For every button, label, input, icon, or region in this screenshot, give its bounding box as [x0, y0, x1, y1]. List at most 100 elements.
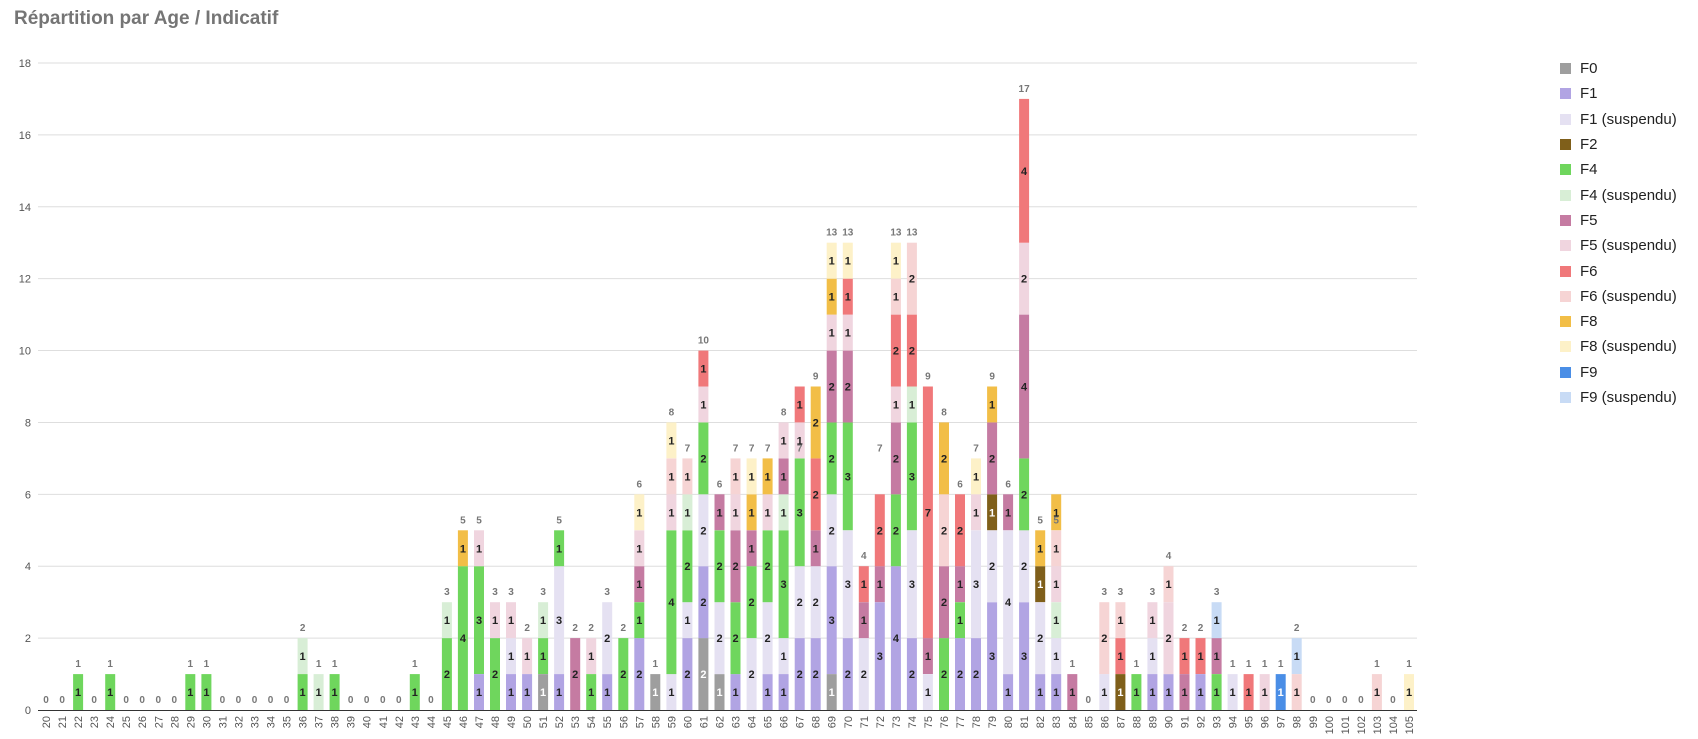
segment-value-label: 1 — [540, 615, 546, 627]
legend-label: F1 — [1580, 85, 1598, 103]
total-label: 9 — [989, 372, 995, 383]
segment-value-label: 4 — [668, 597, 675, 609]
segment-value-label: 1 — [300, 651, 306, 663]
x-tick-label: 40 — [362, 716, 374, 728]
bar-segment: F1: 2 — [794, 638, 805, 710]
x-tick-label: 43 — [410, 716, 422, 728]
total-label: 1 — [1406, 659, 1412, 670]
segment-value-label: 1 — [781, 687, 787, 699]
total-label: 13 — [842, 228, 854, 239]
bar-segment: F5: 2 — [730, 530, 741, 603]
x-tick-label: 41 — [378, 716, 390, 728]
segment-value-label: 1 — [412, 687, 418, 699]
total-label: 17 — [1019, 84, 1031, 95]
segment-value-label: 2 — [1021, 489, 1027, 501]
bar-segment: F1 (suspendu): 1 — [1051, 638, 1062, 674]
bar-segment: F4: 1 — [185, 674, 196, 710]
segment-value-label: 1 — [765, 507, 771, 519]
segment-value-label: 1 — [1149, 687, 1155, 699]
legend-swatch — [1560, 392, 1571, 403]
segment-value-label: 1 — [1214, 615, 1220, 627]
segment-value-label: 1 — [877, 579, 883, 591]
legend-item[interactable]: F8 — [1560, 309, 1677, 334]
bar-segment: F5 (suspendu): 1 — [522, 638, 533, 674]
segment-value-label: 1 — [668, 435, 674, 447]
bar-segment: F1: 2 — [682, 638, 693, 710]
x-tick-label: 31 — [217, 716, 229, 728]
total-label: 2 — [1294, 623, 1300, 634]
legend-item[interactable]: F6 (suspendu) — [1560, 284, 1677, 309]
legend-item[interactable]: F1 (suspendu) — [1560, 107, 1677, 132]
legend-swatch — [1560, 265, 1571, 277]
bar-segment: F5: 1 — [1003, 494, 1014, 531]
bar-segment: F9 (suspendu): 1 — [1291, 638, 1302, 674]
legend-item[interactable]: F9 — [1560, 360, 1677, 385]
bar-segment: F4: 2 — [441, 638, 452, 710]
legend-item[interactable]: F0 — [1560, 56, 1677, 81]
bar-segment: F0: 2 — [698, 638, 709, 710]
bar-segment: F6: 1 — [1195, 638, 1206, 674]
legend-item[interactable]: F5 (suspendu) — [1560, 233, 1677, 258]
segment-value-label: 1 — [1053, 543, 1059, 555]
legend-label: F0 — [1580, 60, 1598, 78]
bar-segment: F1: 2 — [634, 638, 645, 710]
bar-segment: F1 (suspendu): 1 — [506, 638, 516, 674]
total-label: 6 — [717, 479, 723, 490]
segment-value-label: 2 — [893, 346, 899, 358]
total-label: 3 — [604, 587, 610, 598]
bar-segment: F1 (suspendu): 2 — [810, 566, 821, 639]
total-label: 6 — [637, 479, 643, 490]
bar-segment: F4: 1 — [105, 674, 116, 710]
legend-item[interactable]: F2 — [1560, 132, 1677, 157]
x-tick-label: 97 — [1276, 716, 1288, 728]
segment-value-label: 2 — [893, 525, 899, 537]
segment-value-label: 1 — [1294, 651, 1300, 663]
bar-segment: F4 (suspendu): 1 — [778, 494, 789, 531]
segment-value-label: 1 — [508, 651, 514, 663]
total-label: 0 — [1086, 695, 1092, 706]
bar-segment: F6 (suspendu): 2 — [906, 242, 917, 315]
total-label: 9 — [925, 372, 931, 383]
legend-label: F1 (suspendu) — [1580, 110, 1677, 128]
x-tick-label: 99 — [1308, 716, 1320, 728]
segment-value-label: 1 — [556, 687, 562, 699]
segment-value-label: 1 — [107, 687, 113, 699]
legend-swatch — [1560, 240, 1571, 252]
bar-segment: F6: 1 — [1243, 674, 1254, 710]
legend-item[interactable]: F8 (suspendu) — [1560, 334, 1677, 359]
segment-value-label: 1 — [732, 507, 738, 519]
legend-swatch — [1560, 290, 1571, 302]
bar-segment: F6: 7 — [922, 386, 933, 639]
x-tick-label: 35 — [282, 716, 294, 728]
total-label: 13 — [826, 228, 838, 239]
bar-segment: F1: 1 — [474, 674, 484, 710]
legend-item[interactable]: F9 (suspendu) — [1560, 385, 1677, 410]
total-label: 2 — [1182, 623, 1188, 634]
x-tick-label: 94 — [1228, 716, 1240, 728]
segment-value-label: 1 — [845, 256, 851, 268]
bar-segment: F4: 1 — [1131, 674, 1142, 710]
bar-segment: F6: 1 — [858, 566, 869, 603]
segment-value-label: 1 — [1053, 687, 1059, 699]
segment-value-label: 2 — [989, 453, 995, 465]
total-label: 1 — [1246, 659, 1252, 670]
bar-segment: F4 (suspendu): 1 — [313, 674, 324, 710]
legend-label: F8 — [1580, 313, 1598, 331]
legend-item[interactable]: F4 — [1560, 157, 1677, 182]
y-tick-label: 16 — [19, 130, 31, 142]
bar-segment: F4: 2 — [730, 602, 741, 675]
x-tick-label: 63 — [731, 716, 743, 728]
legend-item[interactable]: F6 — [1560, 258, 1677, 283]
legend-item[interactable]: F1 — [1560, 81, 1677, 106]
bar-segment: F1: 1 — [1003, 674, 1014, 710]
total-label: 0 — [1390, 695, 1396, 706]
x-tick-label: 95 — [1244, 716, 1256, 728]
x-tick-label: 90 — [1164, 716, 1176, 728]
legend-item[interactable]: F5 — [1560, 208, 1677, 233]
total-label: 0 — [91, 695, 97, 706]
segment-value-label: 2 — [893, 453, 899, 465]
segment-value-label: 1 — [925, 687, 931, 699]
x-tick-label: 57 — [634, 716, 646, 728]
legend-item[interactable]: F4 (suspendu) — [1560, 182, 1677, 207]
bar-segment: F1 (suspendu): 3 — [906, 530, 917, 639]
